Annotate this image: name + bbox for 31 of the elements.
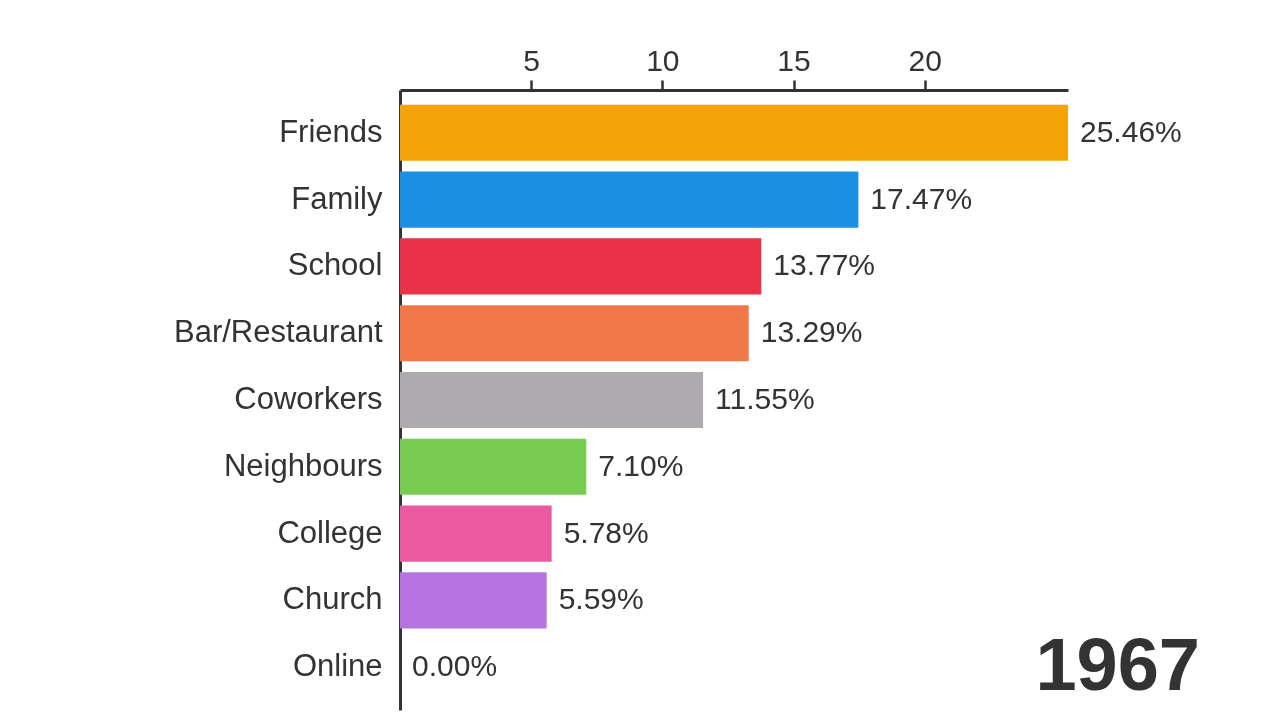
- x-tick-label: 5: [523, 43, 541, 77]
- data-label: 5.59%: [558, 582, 644, 616]
- x-tick-label: 10: [646, 43, 680, 77]
- x-tick-label: 20: [908, 43, 942, 77]
- data-label: 17.47%: [870, 181, 973, 215]
- y-tick-label: Church: [282, 581, 383, 617]
- data-label: 25.46%: [1080, 114, 1182, 148]
- bar: [400, 305, 749, 362]
- y-tick-label: Friends: [279, 113, 383, 149]
- x-tick-label: 15: [777, 43, 811, 77]
- bar: [400, 104, 1068, 161]
- y-tick-label: Bar/Restaurant: [174, 314, 383, 350]
- y-tick-label: Family: [291, 180, 383, 216]
- y-tick-label: College: [277, 514, 383, 550]
- data-label: 11.55%: [715, 382, 815, 415]
- data-label: 13.77%: [773, 248, 876, 282]
- bar: [400, 171, 859, 228]
- bar: [400, 238, 762, 295]
- y-tick-label: Neighbours: [223, 447, 383, 483]
- bar: [400, 572, 547, 629]
- data-label: 13.29%: [760, 315, 863, 349]
- y-tick-label: Online: [292, 648, 383, 684]
- y-tick-label: School: [287, 247, 383, 283]
- bar: [400, 505, 552, 562]
- bar: [400, 438, 587, 495]
- data-label: 0.00%: [412, 649, 498, 683]
- bar: [400, 371, 704, 429]
- data-label: 7.10%: [598, 448, 684, 482]
- annotation: 1967: [1035, 623, 1200, 706]
- y-tick-label: Coworkers: [234, 381, 383, 416]
- data-label: 5.78%: [563, 515, 649, 549]
